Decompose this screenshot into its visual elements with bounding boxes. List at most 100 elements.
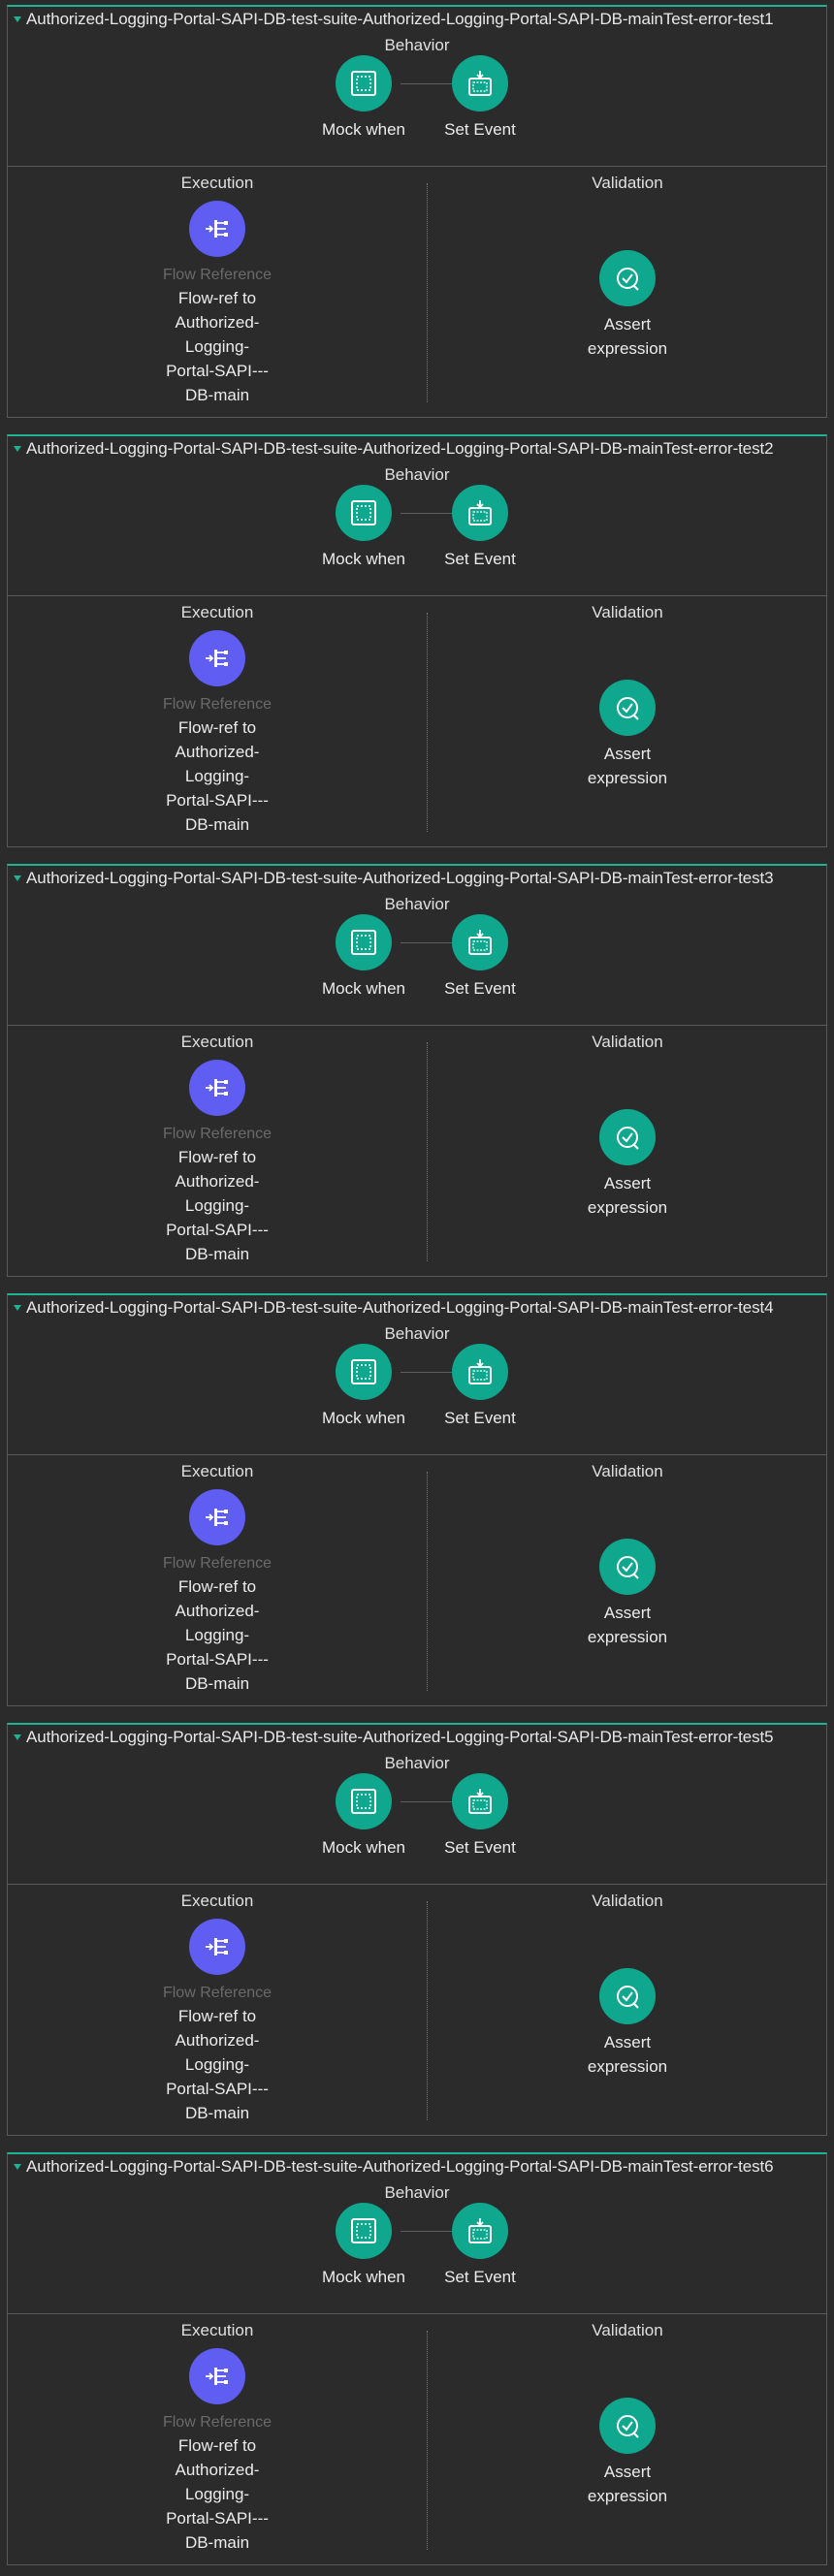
- validation-section-title: Validation: [592, 1462, 663, 1480]
- assert-expression-processor[interactable]: Assert expression: [564, 2398, 690, 2508]
- assert-expression-icon: [599, 2398, 656, 2454]
- assert-expression-icon: [599, 1109, 656, 1165]
- mock-when-icon: [336, 2203, 392, 2259]
- test-header[interactable]: Authorized-Logging-Portal-SAPI-DB-test-s…: [8, 866, 826, 891]
- test-suite-card[interactable]: Authorized-Logging-Portal-SAPI-DB-test-s…: [7, 1723, 827, 2136]
- test-title: Authorized-Logging-Portal-SAPI-DB-test-s…: [26, 2157, 774, 2176]
- collapse-triangle-icon[interactable]: [14, 16, 21, 22]
- test-suite-card[interactable]: Authorized-Logging-Portal-SAPI-DB-test-s…: [7, 5, 827, 418]
- flow-reference-name-line: Flow-ref to: [177, 718, 257, 737]
- set-event-processor[interactable]: Set Event: [417, 1344, 543, 1430]
- set-event-icon: [452, 1773, 508, 1829]
- assert-expression-processor[interactable]: Assert expression: [564, 1539, 690, 1649]
- execution-section-title: Execution: [180, 1462, 254, 1480]
- validation-section-title: Validation: [592, 2321, 663, 2339]
- section-divider: [8, 1025, 826, 1026]
- collapse-triangle-icon[interactable]: [14, 1734, 21, 1740]
- test-suite-card[interactable]: Authorized-Logging-Portal-SAPI-DB-test-s…: [7, 2152, 827, 2565]
- flow-reference-name: Flow-ref to Authorized- Logging- Portal-…: [144, 2433, 290, 2555]
- assert-expression-processor[interactable]: Assert expression: [564, 1109, 690, 1220]
- flow-reference-icon: [189, 201, 245, 257]
- set-event-processor[interactable]: Set Event: [417, 485, 543, 571]
- behavior-section-title: Behavior: [384, 1754, 450, 1772]
- flow-reference-name-line: Flow-ref to: [177, 2007, 257, 2025]
- flow-reference-icon: [189, 630, 245, 686]
- mock-when-icon: [336, 914, 392, 970]
- test-title: Authorized-Logging-Portal-SAPI-DB-test-s…: [26, 10, 774, 28]
- collapse-triangle-icon[interactable]: [14, 1305, 21, 1311]
- flow-reference-name-line: Portal-SAPI---: [166, 2080, 269, 2098]
- section-divider: [8, 2313, 826, 2314]
- set-event-processor[interactable]: Set Event: [417, 914, 543, 1001]
- assert-expression-processor[interactable]: Assert expression: [564, 250, 690, 361]
- assert-label-line: expression: [587, 2057, 668, 2076]
- flow-reference-name-line: DB-main: [184, 1245, 250, 1263]
- test-header[interactable]: Authorized-Logging-Portal-SAPI-DB-test-s…: [8, 1725, 826, 1750]
- mock-when-label: Mock when: [322, 2268, 405, 2286]
- flow-reference-type-label: Flow Reference: [162, 1555, 273, 1572]
- flow-reference-name-line: DB-main: [184, 1674, 250, 1693]
- test-header[interactable]: Authorized-Logging-Portal-SAPI-DB-test-s…: [8, 7, 826, 32]
- behavior-section-title: Behavior: [384, 895, 450, 913]
- flow-reference-processor[interactable]: Flow Reference Flow-ref to Authorized- L…: [144, 201, 290, 407]
- flow-reference-name: Flow-ref to Authorized- Logging- Portal-…: [144, 2004, 290, 2125]
- flow-reference-processor[interactable]: Flow Reference Flow-ref to Authorized- L…: [144, 1489, 290, 1696]
- mock-when-processor[interactable]: Mock when: [301, 914, 427, 1001]
- flow-reference-name-line: Authorized-: [175, 313, 260, 332]
- execution-section-title: Execution: [180, 174, 254, 192]
- test-suite-card[interactable]: Authorized-Logging-Portal-SAPI-DB-test-s…: [7, 1293, 827, 1706]
- flow-reference-processor[interactable]: Flow Reference Flow-ref to Authorized- L…: [144, 630, 290, 837]
- execution-section-title: Execution: [180, 603, 254, 621]
- mock-when-processor[interactable]: Mock when: [301, 1344, 427, 1430]
- collapse-triangle-icon[interactable]: [14, 2164, 21, 2170]
- set-event-processor[interactable]: Set Event: [417, 55, 543, 142]
- flow-reference-name-line: Authorized-: [175, 743, 260, 761]
- flow-reference-name: Flow-ref to Authorized- Logging- Portal-…: [144, 716, 290, 837]
- flow-reference-processor[interactable]: Flow Reference Flow-ref to Authorized- L…: [144, 2348, 290, 2555]
- flow-reference-icon: [189, 2348, 245, 2404]
- test-suite-card[interactable]: Authorized-Logging-Portal-SAPI-DB-test-s…: [7, 864, 827, 1277]
- test-header[interactable]: Authorized-Logging-Portal-SAPI-DB-test-s…: [8, 2154, 826, 2179]
- behavior-section-title: Behavior: [384, 2183, 450, 2202]
- mock-when-processor[interactable]: Mock when: [301, 2203, 427, 2289]
- test-suite-card[interactable]: Authorized-Logging-Portal-SAPI-DB-test-s…: [7, 434, 827, 847]
- behavior-connector: [401, 1372, 455, 1373]
- assert-label-line: expression: [587, 339, 668, 358]
- behavior-section-title: Behavior: [384, 1324, 450, 1343]
- mock-when-processor[interactable]: Mock when: [301, 1773, 427, 1860]
- mock-when-processor[interactable]: Mock when: [301, 485, 427, 571]
- test-header[interactable]: Authorized-Logging-Portal-SAPI-DB-test-s…: [8, 436, 826, 461]
- flow-reference-processor[interactable]: Flow Reference Flow-ref to Authorized- L…: [144, 1919, 290, 2125]
- test-title: Authorized-Logging-Portal-SAPI-DB-test-s…: [26, 869, 774, 887]
- execution-section-title: Execution: [180, 2321, 254, 2339]
- assert-expression-processor[interactable]: Assert expression: [564, 1968, 690, 2079]
- flow-reference-name: Flow-ref to Authorized- Logging- Portal-…: [144, 1145, 290, 1266]
- test-title: Authorized-Logging-Portal-SAPI-DB-test-s…: [26, 1298, 774, 1317]
- mock-when-label: Mock when: [322, 550, 405, 568]
- behavior-section-title: Behavior: [384, 36, 450, 54]
- set-event-processor[interactable]: Set Event: [417, 2203, 543, 2289]
- mock-when-processor[interactable]: Mock when: [301, 55, 427, 142]
- assert-label-line: expression: [587, 2487, 668, 2505]
- mock-when-icon: [336, 55, 392, 111]
- flow-reference-name-line: Logging-: [184, 767, 250, 785]
- mock-when-icon: [336, 1773, 392, 1829]
- flow-reference-type-label: Flow Reference: [162, 696, 273, 713]
- execution-validation-divider: [427, 613, 428, 832]
- flow-reference-name-line: Authorized-: [175, 1172, 260, 1191]
- assert-label-line: Assert: [603, 2033, 652, 2051]
- flow-reference-name-line: Logging-: [184, 337, 250, 356]
- execution-validation-divider: [427, 183, 428, 402]
- section-divider: [8, 595, 826, 596]
- set-event-label: Set Event: [444, 550, 516, 568]
- test-header[interactable]: Authorized-Logging-Portal-SAPI-DB-test-s…: [8, 1295, 826, 1320]
- flow-reference-name-line: Logging-: [184, 1196, 250, 1215]
- flow-reference-processor[interactable]: Flow Reference Flow-ref to Authorized- L…: [144, 1060, 290, 1266]
- set-event-processor[interactable]: Set Event: [417, 1773, 543, 1860]
- behavior-connector: [401, 2231, 455, 2232]
- assert-expression-processor[interactable]: Assert expression: [564, 680, 690, 790]
- assert-expression-icon: [599, 680, 656, 736]
- collapse-triangle-icon[interactable]: [14, 875, 21, 881]
- set-event-label: Set Event: [444, 979, 516, 998]
- collapse-triangle-icon[interactable]: [14, 446, 21, 452]
